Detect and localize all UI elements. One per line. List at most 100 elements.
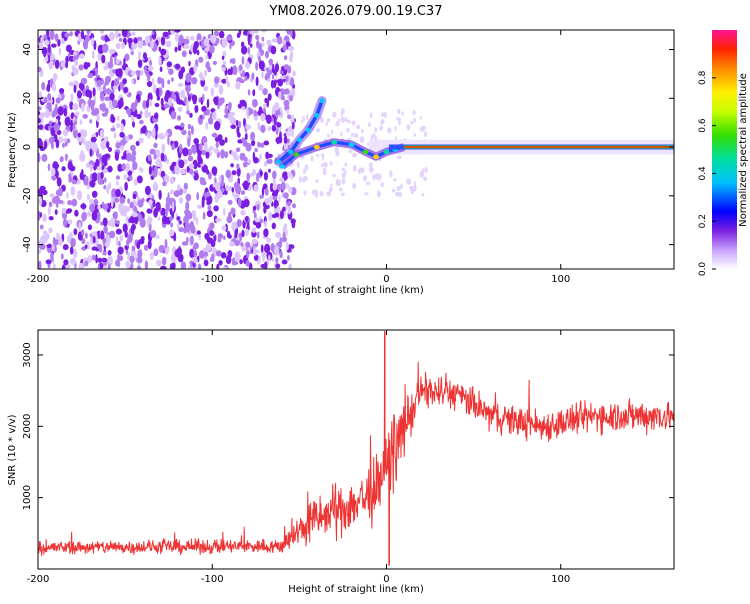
noise-speckle [122, 64, 127, 71]
noise-speckle [181, 129, 187, 136]
faint-speckle [391, 188, 396, 193]
noise-speckle [44, 39, 50, 46]
faint-speckle [409, 185, 413, 192]
faint-speckle [296, 161, 300, 169]
noise-speckle [96, 79, 102, 88]
noise-speckle [46, 244, 52, 248]
noise-speckle [291, 220, 296, 229]
noise-speckle [117, 253, 120, 263]
x-tick-label: -200 [27, 574, 50, 585]
faint-speckle [374, 173, 380, 180]
noise-speckle [256, 231, 260, 239]
noise-speckle [95, 254, 98, 264]
noise-speckle [255, 40, 260, 49]
noise-speckle [38, 106, 42, 111]
noise-speckle [147, 239, 152, 250]
noise-speckle [97, 257, 103, 263]
noise-speckle [124, 231, 128, 238]
noise-speckle [71, 198, 78, 207]
noise-speckle [180, 261, 187, 269]
faint-speckle [412, 110, 416, 116]
noise-speckle [214, 76, 219, 84]
noise-speckle [275, 257, 279, 264]
noise-speckle [226, 35, 233, 41]
noise-speckle [89, 148, 93, 157]
noise-speckle [191, 94, 198, 103]
noise-speckle [259, 219, 264, 224]
noise-speckle [266, 159, 273, 164]
noise-speckle [268, 254, 271, 262]
noise-speckle [178, 227, 184, 233]
noise-speckle [270, 243, 275, 252]
colorbar: 0.0 0.2 0.4 0.6 0.8 Normalized spectral ampl… [698, 30, 749, 276]
noise-speckle [190, 35, 195, 41]
faint-speckle [348, 149, 352, 154]
noise-speckle [212, 60, 218, 65]
noise-speckle [169, 216, 173, 222]
noise-speckle [225, 255, 232, 265]
noise-speckle [115, 220, 120, 225]
noise-speckle [281, 39, 287, 45]
noise-speckle [259, 153, 263, 160]
faint-speckle [376, 190, 381, 198]
noise-speckle [206, 210, 213, 218]
noise-speckle [268, 58, 274, 66]
noise-speckle [204, 69, 208, 77]
noise-speckle [68, 176, 73, 183]
noise-speckle [193, 172, 199, 181]
noise-speckle [147, 73, 151, 82]
noise-speckle [227, 199, 233, 205]
noise-speckle [171, 77, 174, 82]
wavy-ridge-blob [383, 149, 390, 155]
noise-speckle [61, 207, 67, 214]
colorbar-tick-label: 0.6 [698, 118, 708, 133]
noise-speckle [122, 78, 127, 85]
faint-speckle [395, 117, 401, 121]
noise-speckle [206, 169, 210, 175]
noise-speckle [126, 152, 132, 162]
noise-speckle [237, 197, 242, 208]
noise-speckle [101, 257, 108, 263]
noise-speckle [64, 32, 70, 38]
spectrogram-frame [37, 29, 675, 270]
noise-speckle [263, 171, 268, 181]
noise-speckle [38, 152, 41, 162]
noise-speckle [274, 102, 280, 111]
noise-speckle [211, 132, 218, 138]
faint-speckle [340, 113, 343, 118]
faint-speckle [368, 165, 374, 173]
noise-speckle [42, 213, 47, 222]
faint-speckle [315, 128, 320, 133]
noise-speckle [163, 244, 170, 255]
noise-speckle [207, 205, 212, 211]
noise-speckle [57, 187, 63, 197]
noise-speckle [151, 128, 156, 139]
noise-speckle [72, 103, 79, 111]
faint-speckle [406, 178, 411, 186]
noise-speckle [163, 104, 170, 109]
noise-speckle [253, 156, 259, 164]
faint-speckle [346, 119, 351, 124]
x-tick-label: 100 [551, 574, 570, 585]
noise-speckle [166, 158, 169, 165]
noise-speckle [283, 192, 289, 199]
noise-speckle [44, 55, 49, 63]
noise-speckle [160, 48, 167, 56]
noise-speckle [284, 228, 288, 237]
noise-speckle [168, 68, 174, 75]
noise-speckle [154, 102, 160, 108]
noise-speckle [118, 84, 121, 92]
noise-speckle [170, 222, 174, 228]
noise-speckle [230, 124, 236, 129]
noise-speckle [264, 74, 269, 81]
wavy-ridge-blob [373, 154, 379, 159]
noise-speckle [54, 59, 60, 69]
faint-speckle [372, 174, 376, 181]
faint-speckle [344, 117, 348, 122]
noise-speckle [231, 170, 237, 176]
noise-speckle [51, 83, 57, 92]
noise-speckle [120, 144, 124, 151]
noise-speckle [256, 204, 260, 210]
noise-speckle [45, 259, 52, 265]
noise-speckle [160, 170, 166, 177]
